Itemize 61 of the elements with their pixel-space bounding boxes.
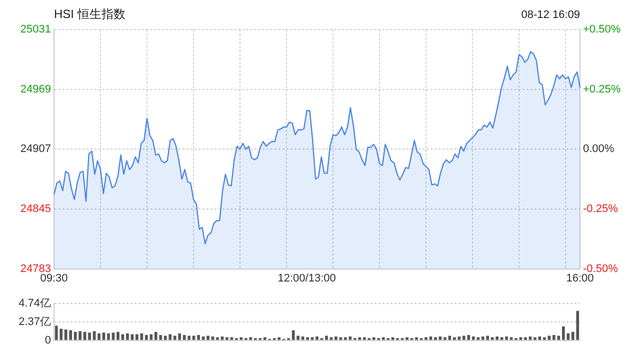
bar: [548, 336, 551, 340]
y-tick-label: 24907: [20, 143, 51, 156]
bar: [78, 331, 82, 340]
bar: [316, 336, 318, 340]
bar: [444, 337, 446, 340]
y-tick-label: 25031: [20, 24, 51, 36]
chart-title: HSI 恒生指数: [54, 7, 126, 21]
bar: [130, 334, 134, 340]
bar: [557, 336, 560, 340]
bar: [438, 336, 442, 340]
bar: [325, 336, 328, 340]
bar: [107, 333, 110, 340]
bar: [429, 336, 432, 340]
bar: [448, 336, 452, 340]
bar: [552, 334, 556, 340]
bar: [334, 336, 338, 340]
bar: [211, 336, 214, 340]
bar: [188, 336, 190, 340]
bar: [524, 337, 527, 340]
bar: [226, 337, 228, 340]
bar: [543, 337, 546, 340]
bar: [116, 332, 120, 340]
bar: [434, 337, 437, 340]
y-tick-label: 0: [44, 334, 51, 346]
bar: [92, 331, 96, 340]
bar: [121, 334, 124, 340]
bar: [197, 334, 200, 340]
bar: [220, 336, 224, 340]
bar: [296, 336, 300, 340]
bar: [534, 337, 536, 340]
bar: [505, 336, 508, 340]
bar: [216, 337, 219, 340]
y-tick-label: 2.37亿: [18, 316, 51, 328]
y-tick-label: 4.74亿: [18, 298, 51, 310]
bar: [301, 336, 304, 340]
bar: [306, 337, 309, 340]
bar: [102, 332, 106, 340]
y-tick-label: 24969: [20, 83, 51, 96]
y-tick-label: 24783: [20, 262, 51, 275]
x-tick-label: 12:00/13:00: [278, 272, 336, 284]
bar: [192, 336, 196, 340]
text: 08-12 16:09: [521, 9, 580, 21]
y-tick-label: 24845: [20, 203, 51, 216]
bar: [112, 332, 115, 340]
y2-tick-label: +0.25%: [583, 83, 621, 96]
bar: [206, 336, 210, 340]
y2-tick-label: -0.25%: [583, 203, 618, 216]
y2-tick-label: +0.50%: [583, 24, 621, 36]
bar: [528, 336, 532, 340]
bar: [406, 337, 408, 340]
bar: [424, 337, 428, 340]
bar: [202, 336, 205, 340]
y2-tick-label: -0.50%: [583, 262, 618, 275]
y2-tick-label: 0.00%: [583, 143, 614, 156]
bar: [126, 333, 129, 340]
bar: [538, 336, 542, 340]
x-tick-label: 09:30: [40, 272, 68, 284]
bar: [415, 337, 418, 340]
x-tick-label: 16:00: [566, 272, 594, 284]
bar: [98, 333, 100, 340]
bar: [88, 332, 91, 340]
